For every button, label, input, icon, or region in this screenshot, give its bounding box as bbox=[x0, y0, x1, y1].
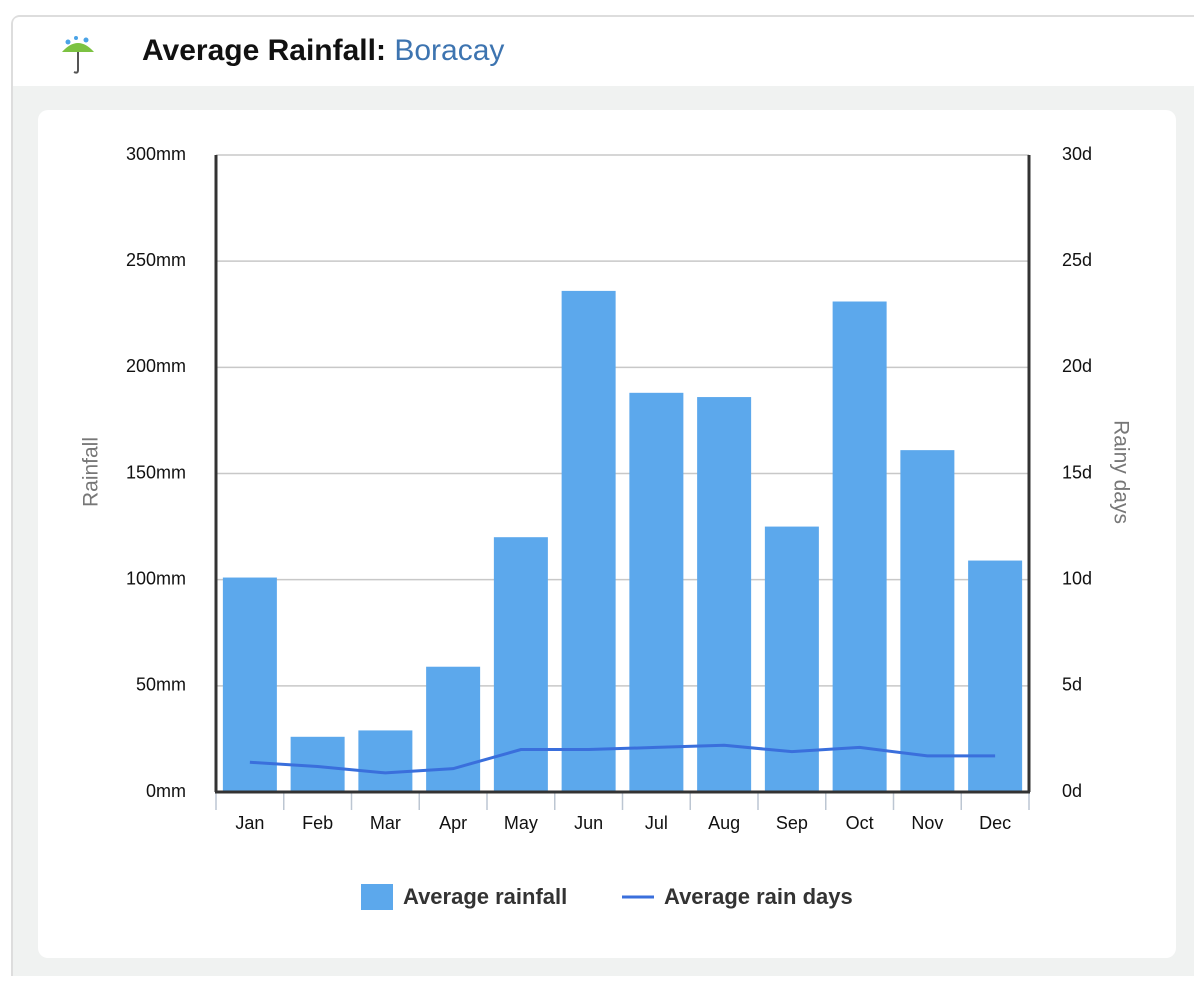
x-tick-label: Sep bbox=[776, 813, 808, 833]
x-tick-label: Dec bbox=[979, 813, 1011, 833]
chart-title: Average Rainfall: Boracay bbox=[142, 34, 504, 67]
bar bbox=[629, 392, 684, 792]
y-tick-label: 150mm bbox=[126, 462, 186, 482]
y-tick-label: 200mm bbox=[126, 356, 186, 376]
x-tick-label: Oct bbox=[846, 813, 874, 833]
y2-tick-label: 0d bbox=[1062, 781, 1082, 801]
y-tick-label: 0mm bbox=[146, 781, 186, 801]
x-tick-label: Jan bbox=[235, 813, 264, 833]
umbrella-icon bbox=[62, 36, 94, 74]
y2-tick-label: 25d bbox=[1062, 250, 1092, 270]
x-tick-label: Jun bbox=[574, 813, 603, 833]
x-tick-label: Jul bbox=[645, 813, 668, 833]
bar bbox=[222, 577, 277, 792]
line bbox=[249, 743, 996, 775]
x-tick-label: Feb bbox=[302, 813, 333, 833]
bar bbox=[832, 301, 887, 792]
y2-tick-label: 30d bbox=[1062, 144, 1092, 164]
y-tick-label: 50mm bbox=[136, 675, 186, 695]
legend-swatch bbox=[361, 884, 393, 910]
legend-label: Average rainfall bbox=[403, 884, 567, 909]
y2-tick-label: 5d bbox=[1062, 675, 1082, 695]
bar bbox=[426, 666, 481, 792]
y-tick-label: 100mm bbox=[126, 568, 186, 588]
bar bbox=[968, 560, 1023, 792]
x-tick-label: Apr bbox=[439, 813, 467, 833]
x-tick-label: Aug bbox=[708, 813, 740, 833]
title-text: Average Rainfall: bbox=[142, 34, 386, 67]
x-tick-label: May bbox=[504, 813, 538, 833]
bar bbox=[358, 730, 413, 792]
y2-tick-label: 15d bbox=[1062, 462, 1092, 482]
y-tick-label: 300mm bbox=[126, 144, 186, 164]
location: Boracay bbox=[394, 34, 504, 67]
y2-tick-label: 20d bbox=[1062, 356, 1092, 376]
bar bbox=[697, 397, 752, 792]
legend-label: Average rain days bbox=[664, 884, 853, 909]
x-tick-label: Mar bbox=[370, 813, 401, 833]
bar bbox=[561, 290, 616, 792]
y2-axis-label: Rainy days bbox=[1109, 420, 1132, 524]
card-header bbox=[13, 17, 1194, 86]
bar bbox=[900, 450, 955, 792]
y2-tick-label: 10d bbox=[1062, 568, 1092, 588]
y-axis-label: Rainfall bbox=[80, 437, 103, 507]
y-tick-label: 250mm bbox=[126, 250, 186, 270]
bar bbox=[764, 526, 819, 792]
x-tick-label: Nov bbox=[911, 813, 943, 833]
